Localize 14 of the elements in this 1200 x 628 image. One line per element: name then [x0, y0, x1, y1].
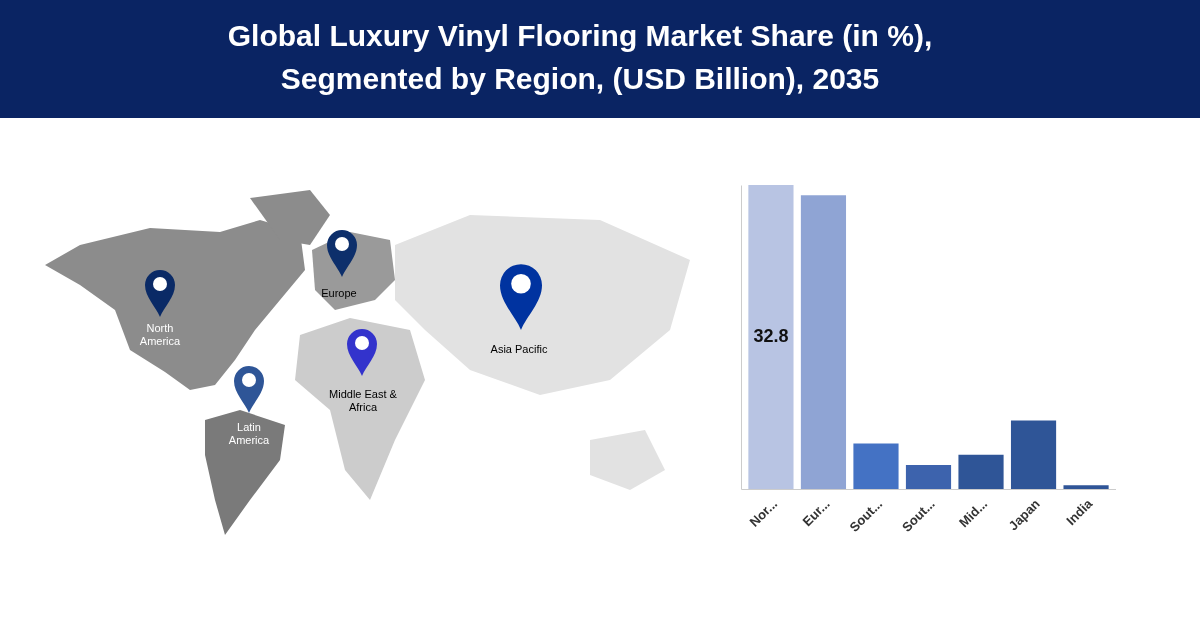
bar	[800, 195, 847, 489]
bar	[1010, 420, 1057, 489]
bar	[1063, 485, 1109, 489]
bar	[748, 185, 794, 489]
text: Asia Pacific	[489, 343, 549, 356]
bar	[853, 443, 899, 489]
data-label: 32.8	[753, 326, 789, 346]
text: North America	[138, 322, 182, 348]
text: Europe	[320, 287, 358, 300]
chart-title: Global Luxury Vinyl Flooring Market Share (in %), Segmented by Region, (USD Billion), 2035	[226, 18, 934, 97]
text: Middle East & Africa	[328, 388, 398, 414]
bar	[905, 464, 952, 489]
text: Latin America	[227, 421, 271, 447]
bar	[958, 454, 1004, 489]
